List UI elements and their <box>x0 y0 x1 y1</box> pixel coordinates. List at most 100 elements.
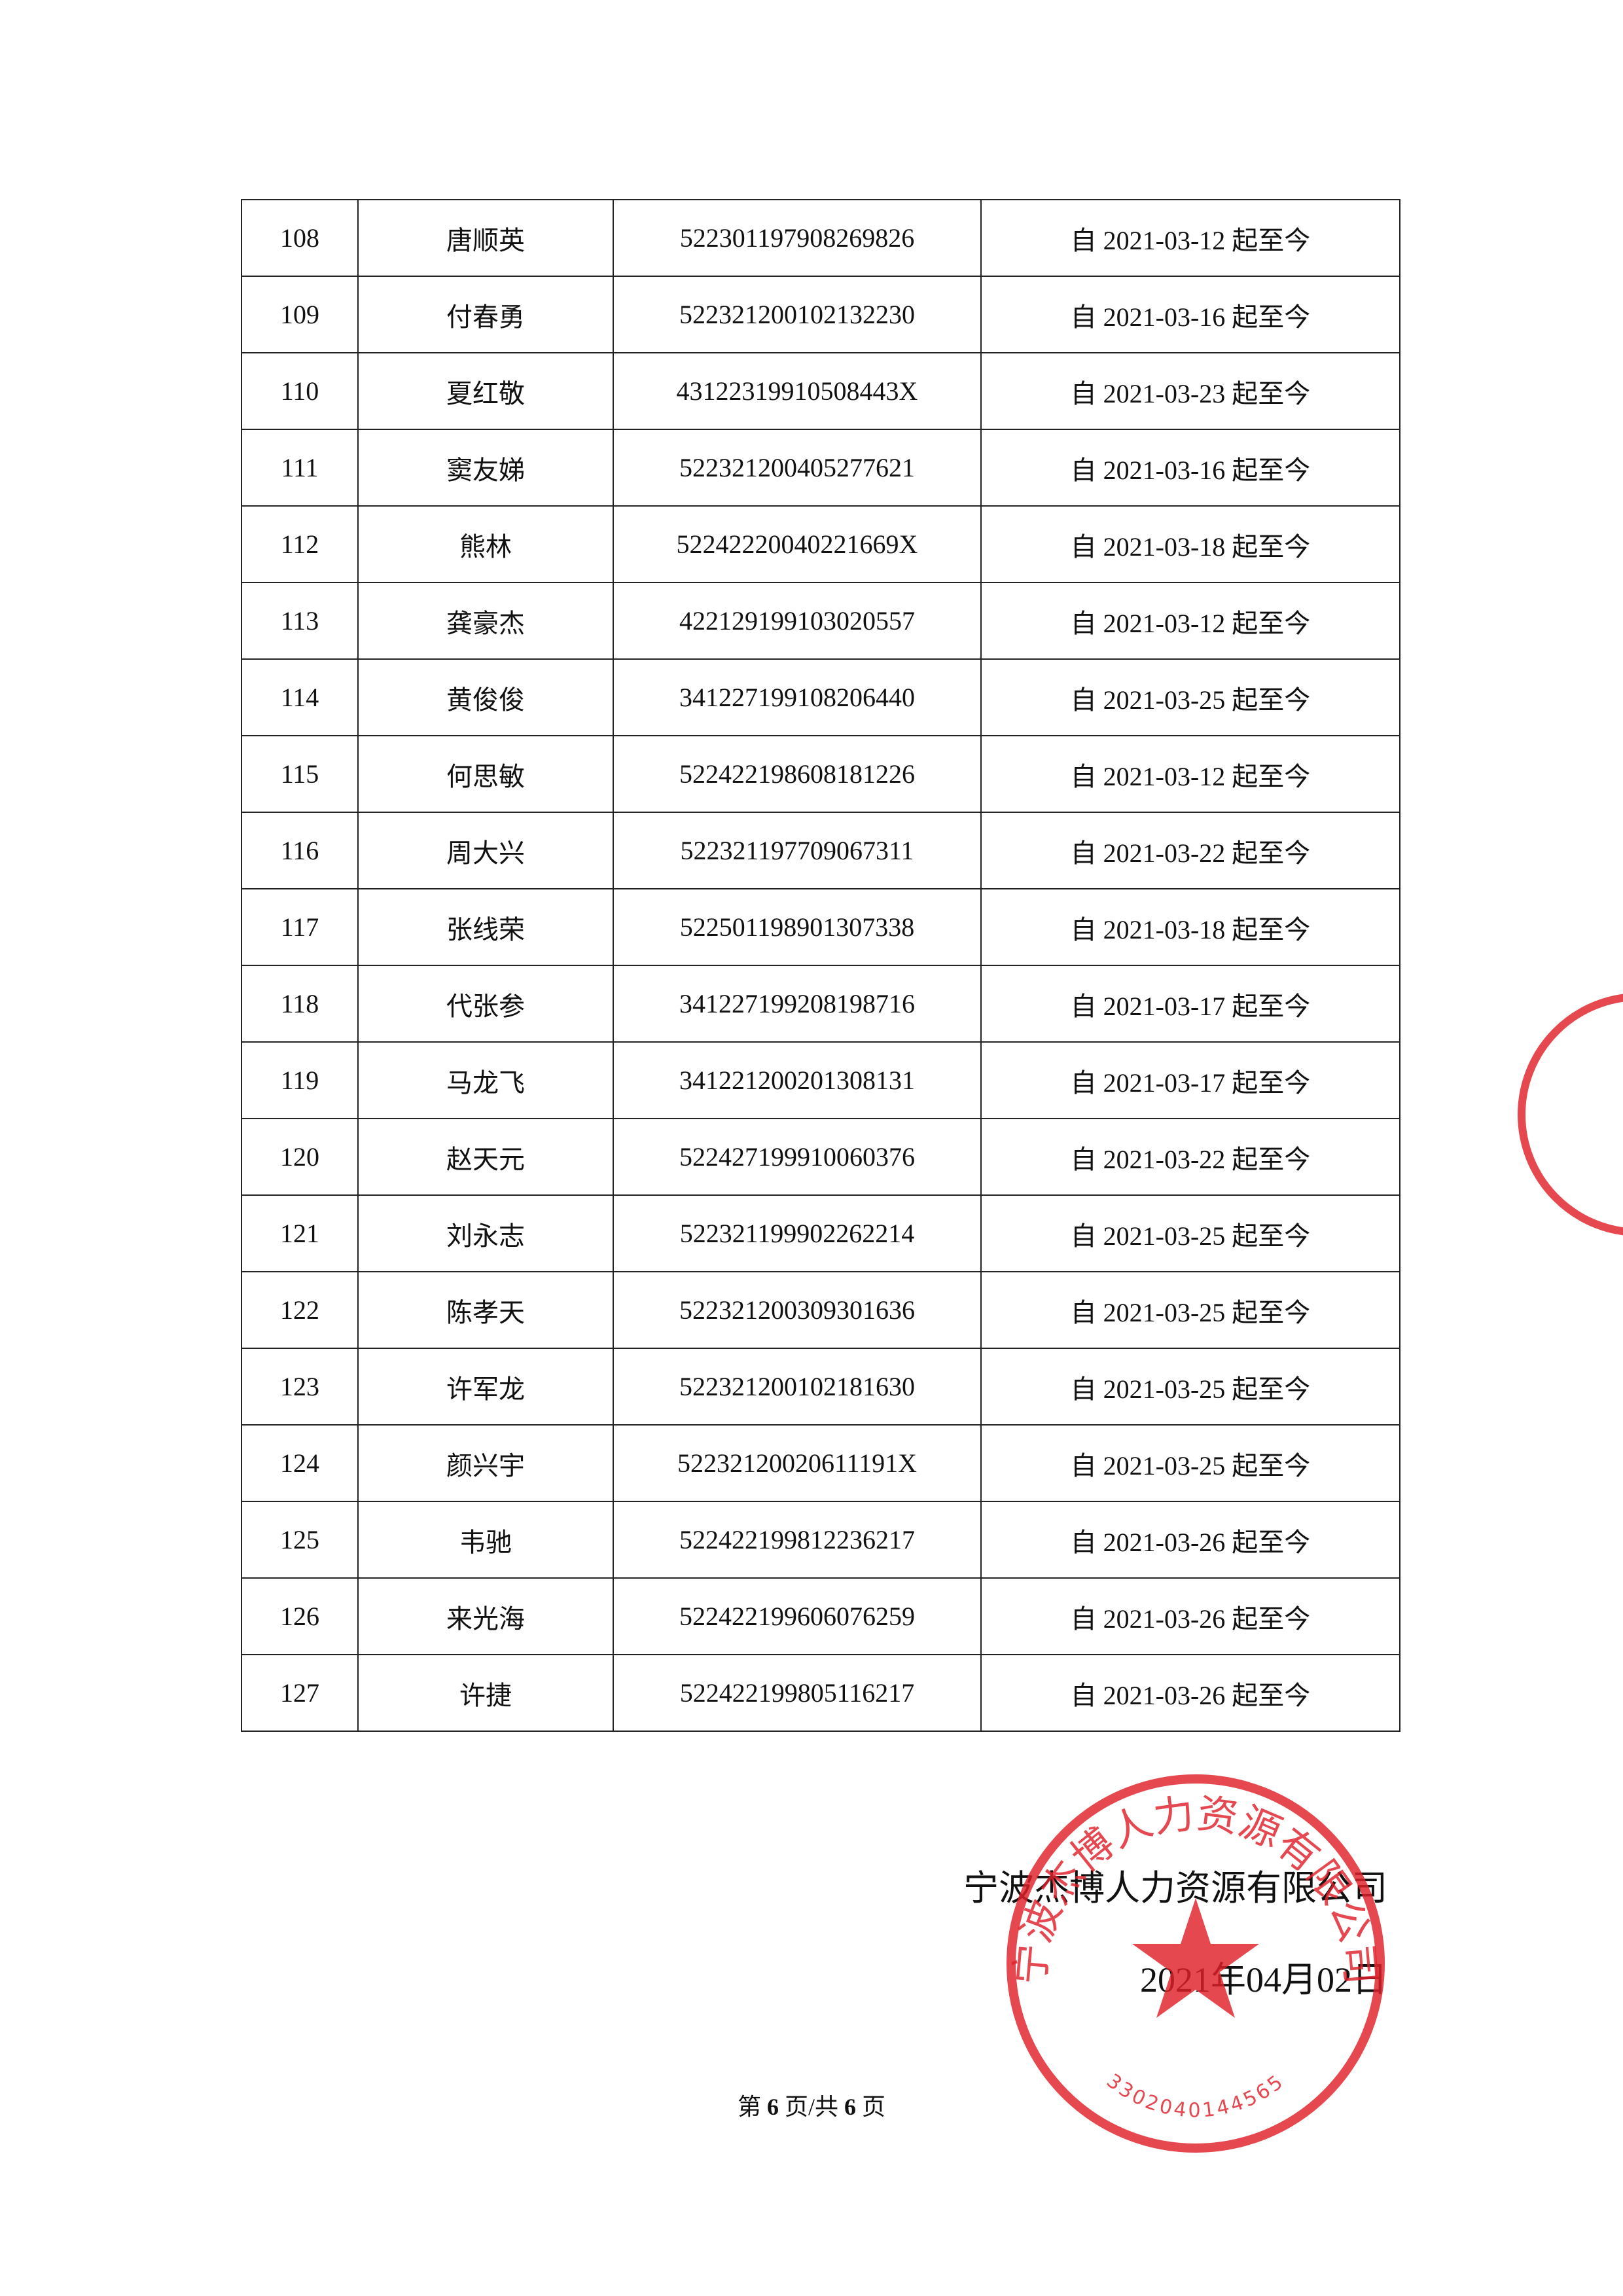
employee-name: 付春勇 <box>357 276 614 353</box>
row-number: 122 <box>241 1271 359 1349</box>
table-row: 119 马龙飞 341221200201308131 自 2021-03-17 起至今 <box>241 1041 1400 1119</box>
page-total: 6 <box>844 2094 856 2120</box>
footer-text: 第 <box>737 2094 761 2120</box>
employment-period: 自 2021-03-25 起至今 <box>980 1271 1400 1349</box>
row-number: 118 <box>241 965 359 1043</box>
employment-period: 自 2021-03-17 起至今 <box>980 1041 1400 1119</box>
row-number: 108 <box>241 199 359 277</box>
row-number: 120 <box>241 1118 359 1196</box>
row-number: 125 <box>241 1501 359 1579</box>
employment-period: 自 2021-03-25 起至今 <box>980 658 1400 736</box>
employee-name: 唐顺英 <box>357 199 614 277</box>
id-number: 522321197709067311 <box>613 812 982 889</box>
employment-period: 自 2021-03-25 起至今 <box>980 1424 1400 1502</box>
table-row: 123 许军龙 522321200102181630 自 2021-03-25 起至今 <box>241 1348 1400 1426</box>
employment-period: 自 2021-03-26 起至今 <box>980 1577 1400 1655</box>
employment-period: 自 2021-03-26 起至今 <box>980 1501 1400 1579</box>
employee-name: 张线荣 <box>357 888 614 966</box>
employment-period: 自 2021-03-25 起至今 <box>980 1348 1400 1426</box>
id-number: 522301197908269826 <box>613 199 982 277</box>
table-row: 122 陈孝天 522321200309301636 自 2021-03-25 起至今 <box>241 1271 1400 1349</box>
row-number: 113 <box>241 582 359 660</box>
employee-name: 许军龙 <box>357 1348 614 1426</box>
id-number: 522422199805116217 <box>613 1654 982 1732</box>
employee-name: 周大兴 <box>357 812 614 889</box>
id-number: 341227199108206440 <box>613 658 982 736</box>
employment-period: 自 2021-03-22 起至今 <box>980 1118 1400 1196</box>
employee-name: 窦友娣 <box>357 429 614 507</box>
employee-name: 代张参 <box>357 965 614 1043</box>
employee-name: 来光海 <box>357 1577 614 1655</box>
table-row: 117 张线荣 522501198901307338 自 2021-03-18 起至今 <box>241 888 1400 966</box>
row-number: 117 <box>241 888 359 966</box>
employment-period: 自 2021-03-18 起至今 <box>980 888 1400 966</box>
company-name: 宁波杰博人力资源有限公司 <box>963 1869 1387 1908</box>
table-row: 125 韦驰 522422199812236217 自 2021-03-26 起至今 <box>241 1501 1400 1579</box>
table-row: 121 刘永志 522321199902262214 自 2021-03-25 起至今 <box>241 1194 1400 1272</box>
side-seal-ring <box>1518 994 1623 1236</box>
table-row: 114 黄俊俊 341227199108206440 自 2021-03-25 起至今 <box>241 658 1400 736</box>
employee-name: 韦驰 <box>357 1501 614 1579</box>
employee-table: 108 唐顺英 522301197908269826 自 2021-03-12 起至今… <box>241 199 1400 1732</box>
footer-text: 页/共 <box>784 2094 838 2120</box>
row-number: 110 <box>241 352 359 430</box>
employment-period: 自 2021-03-26 起至今 <box>980 1654 1400 1732</box>
table-row: 109 付春勇 522321200102132230 自 2021-03-16 起至今 <box>241 276 1400 353</box>
id-number: 52232120020611191X <box>613 1424 982 1502</box>
id-number: 522501198901307338 <box>613 888 982 966</box>
row-number: 123 <box>241 1348 359 1426</box>
employee-name: 龚豪杰 <box>357 582 614 660</box>
row-number: 119 <box>241 1041 359 1119</box>
employment-period: 自 2021-03-12 起至今 <box>980 199 1400 277</box>
table-row: 108 唐顺英 522301197908269826 自 2021-03-12 起至今 <box>241 199 1400 277</box>
page-footer: 第 6 页/共 6 页 <box>0 2088 1623 2122</box>
id-number: 341227199208198716 <box>613 965 982 1043</box>
id-number: 43122319910508443X <box>613 352 982 430</box>
id-number: 522321199902262214 <box>613 1194 982 1272</box>
employee-name: 赵天元 <box>357 1118 614 1196</box>
employee-name: 陈孝天 <box>357 1271 614 1349</box>
employee-name: 黄俊俊 <box>357 658 614 736</box>
id-number: 422129199103020557 <box>613 582 982 660</box>
row-number: 114 <box>241 658 359 736</box>
employee-name: 许捷 <box>357 1654 614 1732</box>
employee-name: 颜兴宇 <box>357 1424 614 1502</box>
employment-period: 自 2021-03-16 起至今 <box>980 429 1400 507</box>
table-row: 115 何思敏 522422198608181226 自 2021-03-12 起至今 <box>241 735 1400 813</box>
table-row: 126 来光海 522422199606076259 自 2021-03-26 起至今 <box>241 1577 1400 1655</box>
id-number: 341221200201308131 <box>613 1041 982 1119</box>
employment-period: 自 2021-03-23 起至今 <box>980 352 1400 430</box>
row-number: 109 <box>241 276 359 353</box>
id-number: 522422198608181226 <box>613 735 982 813</box>
row-number: 116 <box>241 812 359 889</box>
table-row: 111 窦友娣 522321200405277621 自 2021-03-16 起至今 <box>241 429 1400 507</box>
table-row: 120 赵天元 522427199910060376 自 2021-03-22 起至今 <box>241 1118 1400 1196</box>
row-number: 121 <box>241 1194 359 1272</box>
employee-name: 夏红敬 <box>357 352 614 430</box>
employment-period: 自 2021-03-12 起至今 <box>980 735 1400 813</box>
row-number: 111 <box>241 429 359 507</box>
row-number: 112 <box>241 505 359 583</box>
table-row: 127 许捷 522422199805116217 自 2021-03-26 起至今 <box>241 1654 1400 1732</box>
employment-period: 自 2021-03-12 起至今 <box>980 582 1400 660</box>
table-row: 116 周大兴 522321197709067311 自 2021-03-22 起至今 <box>241 812 1400 889</box>
employment-period: 自 2021-03-17 起至今 <box>980 965 1400 1043</box>
id-number: 522422199812236217 <box>613 1501 982 1579</box>
id-number: 522321200102132230 <box>613 276 982 353</box>
row-number: 124 <box>241 1424 359 1502</box>
page-number: 6 <box>766 2094 779 2120</box>
table-row: 124 颜兴宇 52232120020611191X 自 2021-03-25 起至今 <box>241 1424 1400 1502</box>
table-row: 110 夏红敬 43122319910508443X 自 2021-03-23 起至今 <box>241 352 1400 430</box>
employment-period: 自 2021-03-25 起至今 <box>980 1194 1400 1272</box>
employment-period: 自 2021-03-16 起至今 <box>980 276 1400 353</box>
employee-name: 马龙飞 <box>357 1041 614 1119</box>
table-row: 112 熊林 52242220040221669X 自 2021-03-18 起至今 <box>241 505 1400 583</box>
sign-date: 2021年04月02日 <box>1140 1960 1387 2000</box>
id-number: 52242220040221669X <box>613 505 982 583</box>
id-number: 522321200405277621 <box>613 429 982 507</box>
row-number: 115 <box>241 735 359 813</box>
row-number: 126 <box>241 1577 359 1655</box>
table-row: 118 代张参 341227199208198716 自 2021-03-17 起至今 <box>241 965 1400 1043</box>
footer-text: 页 <box>862 2094 886 2120</box>
